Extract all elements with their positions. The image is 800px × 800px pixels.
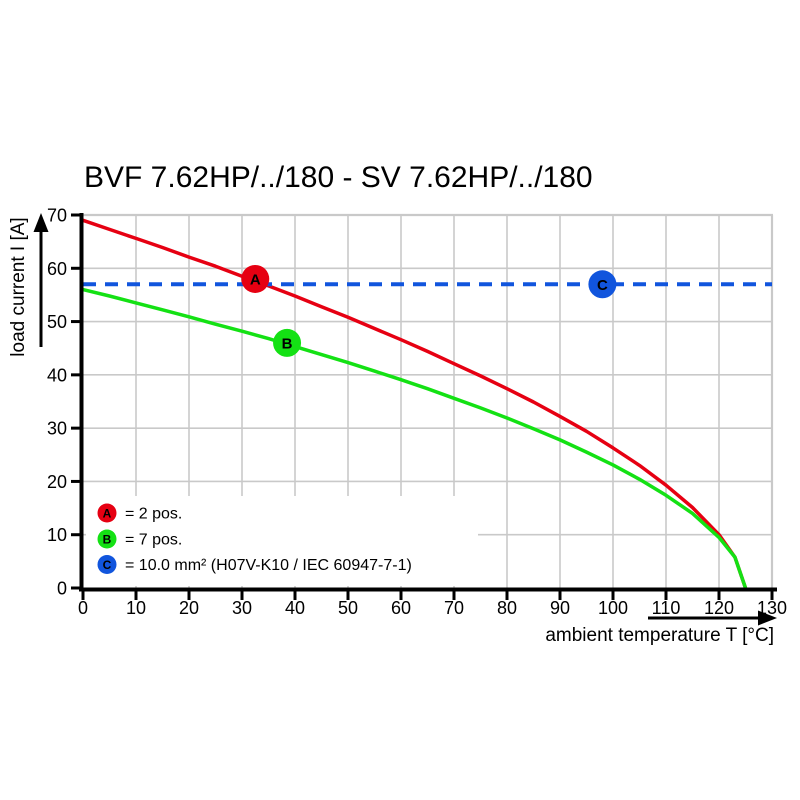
- marker-c-circle: [588, 270, 617, 299]
- y-tick-label: 0: [57, 579, 67, 599]
- legend-text-a: = 2 pos.: [125, 506, 182, 523]
- marker-a-letter: A: [250, 271, 261, 288]
- axes-layer: [71, 213, 777, 600]
- chart-title: BVF 7.62HP/../180 - SV 7.62HP/../180: [84, 161, 593, 194]
- legend-badge-c-letter: C: [103, 558, 112, 572]
- y-tick-label: 10: [47, 525, 67, 545]
- y-tick-label: 30: [47, 419, 67, 439]
- legend-text-b: = 7 pos.: [125, 532, 182, 549]
- marker-c: C: [588, 270, 617, 299]
- x-tick-label: 120: [704, 598, 734, 618]
- x-tick-label: 70: [444, 598, 464, 618]
- curve-b-solid: [82, 287, 748, 589]
- marker-b: B: [273, 328, 302, 357]
- x-tick-label: 50: [338, 598, 358, 618]
- curve-a-solid: [82, 218, 748, 589]
- x-axis-label: ambient temperature T [°C]: [545, 625, 774, 646]
- y-tick-label: 40: [47, 365, 67, 385]
- x-tick-label: 40: [285, 598, 305, 618]
- marker-b-letter: B: [282, 335, 293, 352]
- curves-layer: [82, 218, 772, 589]
- legend-item-a: A = 2 pos.: [97, 503, 182, 523]
- x-tick-label: 20: [179, 598, 199, 618]
- x-tick-label: 100: [598, 598, 628, 618]
- x-tick-label: 130: [757, 598, 787, 618]
- x-tick-label: 10: [126, 598, 146, 618]
- x-tick-label: 90: [550, 598, 570, 618]
- legend-badge-a-letter: A: [103, 507, 112, 521]
- marker-a-circle: [241, 264, 270, 293]
- y-tick-label: 50: [47, 312, 67, 332]
- legend-item-c: C = 10.0 mm² (H07V-K10 / IEC 60947-7-1): [97, 555, 412, 574]
- marker-c-letter: C: [597, 277, 608, 294]
- point-markers-layer: A B C: [241, 264, 617, 357]
- x-axis-title-group: ambient temperature T [°C]: [545, 610, 777, 646]
- legend-badge-c: [97, 555, 117, 574]
- x-tick-label: 30: [232, 598, 252, 618]
- legend-background: [86, 496, 478, 586]
- y-axis-up-arrow-icon: [33, 213, 49, 232]
- x-axis-right-arrow-icon: [758, 610, 777, 626]
- legend-badge-b-letter: B: [103, 533, 112, 547]
- legend-item-b: B = 7 pos.: [97, 529, 182, 549]
- x-tick-label: 0: [78, 598, 88, 618]
- legend-badge-a: [97, 503, 117, 523]
- x-tick-label: 80: [497, 598, 517, 618]
- y-axis-title-group: load current I [A]: [8, 213, 49, 357]
- y-tick-label: 60: [47, 259, 67, 279]
- tick-labels-layer: 0 10 20 30 40 50 60 70 0 10 20 30 40 50 60 70 80 90 100 110…: [47, 206, 787, 619]
- legend: A = 2 pos. B = 7 pos. C = 10.0 mm² (H07V-K10 …: [97, 503, 412, 574]
- y-tick-label: 20: [47, 472, 67, 492]
- x-tick-label: 60: [391, 598, 411, 618]
- y-axis-label: load current I [A]: [8, 217, 29, 356]
- y-tick-label: 70: [47, 206, 67, 226]
- marker-b-circle: [273, 328, 302, 357]
- legend-background-layer: [86, 496, 478, 586]
- legend-badge-b: [97, 529, 117, 549]
- legend-text-c: = 10.0 mm² (H07V-K10 / IEC 60947-7-1): [125, 557, 412, 574]
- x-tick-label: 110: [652, 598, 681, 618]
- marker-a: A: [241, 264, 270, 293]
